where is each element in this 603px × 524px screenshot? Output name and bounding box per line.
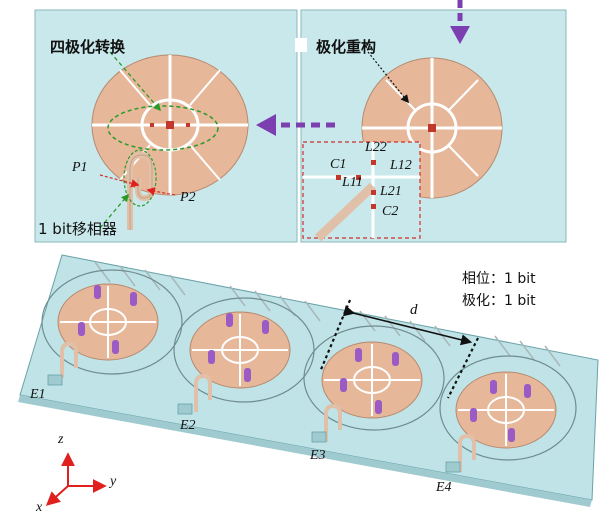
label-e1: E1: [30, 387, 46, 402]
panel-polarization-reconfig: [295, 9, 567, 243]
axis-label-y: y: [110, 474, 117, 489]
panel-polarization-conversion: [34, 9, 298, 243]
array-element-e2: [173, 297, 315, 412]
label-e3: E3: [310, 448, 326, 463]
label-c2: C2: [382, 204, 399, 219]
label-polarization-reconfig: 极化重构: [316, 38, 377, 56]
purple-flow-arrows: [256, 0, 470, 136]
axis-label-z: z: [58, 432, 64, 447]
label-polarization-bits: 极化：1 bit: [462, 293, 536, 309]
label-p1: P1: [72, 160, 88, 175]
label-four-polarization-conversion: 四极化转换: [50, 38, 126, 56]
label-p2: P2: [180, 190, 196, 205]
antenna-array: [18, 254, 599, 507]
array-element-e4: [439, 355, 577, 472]
label-e2: E2: [180, 418, 196, 433]
label-l11: L11: [342, 175, 363, 190]
axis-label-x: x: [36, 500, 43, 515]
label-spacing-d: d: [410, 302, 418, 318]
array-element-e1: [41, 269, 183, 378]
label-l22: L22: [365, 140, 387, 155]
label-l21: L21: [380, 184, 402, 199]
label-phase-shifter: 1 bit移相器: [38, 220, 117, 238]
label-e4: E4: [436, 480, 452, 495]
label-c1: C1: [330, 157, 347, 172]
coordinate-axes: [45, 452, 107, 506]
label-l12: L12: [390, 158, 412, 173]
label-phase-bits: 相位：1 bit: [462, 271, 536, 287]
